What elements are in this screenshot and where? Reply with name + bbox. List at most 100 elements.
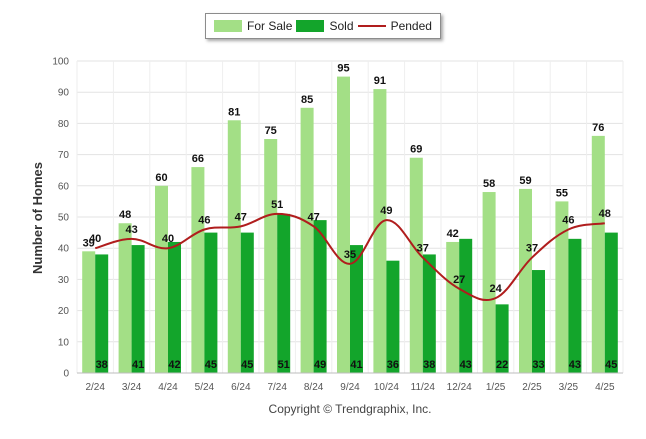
bar-for-sale [264,139,278,373]
y-tick-label: 50 [58,213,70,224]
data-label-for-sale: 76 [592,122,604,134]
data-label-sold: 22 [496,359,508,371]
y-tick-label: 20 [58,306,70,317]
data-label-pended: 35 [344,249,356,261]
bar-for-sale [409,157,423,373]
legend-item-sold[interactable]: Sold [296,19,354,33]
data-label-pended: 40 [89,233,101,245]
data-label-pended: 46 [198,214,210,226]
data-label-sold: 38 [96,359,108,371]
x-tick-label: 3/25 [559,382,579,393]
bar-sold [422,254,436,373]
data-label-sold: 41 [132,359,144,371]
legend-label-pended: Pended [390,19,432,33]
y-tick-label: 10 [58,337,70,348]
y-tick-label: 90 [58,88,70,99]
y-tick-label: 30 [58,275,70,286]
x-tick-label: 3/24 [122,382,142,393]
data-label-for-sale: 85 [301,94,313,106]
data-label-pended: 47 [307,211,319,223]
legend-item-pended[interactable]: Pended [357,19,432,33]
data-label-for-sale: 59 [519,175,531,187]
bar-for-sale [446,241,460,373]
x-tick-label: 1/25 [486,382,506,393]
data-label-for-sale: 60 [155,172,167,184]
data-label-sold: 43 [569,359,581,371]
bar-for-sale [519,188,532,373]
x-tick-label: 7/24 [267,382,287,393]
bar-for-sale [555,201,569,373]
y-tick-label: 70 [58,150,70,161]
bar-sold [95,254,109,373]
x-tick-label: 12/24 [447,382,472,393]
data-label-sold: 36 [387,359,399,371]
bar-for-sale [373,89,387,373]
data-label-pended: 43 [125,224,137,236]
y-tick-label: 40 [58,244,70,255]
x-tick-label: 4/24 [158,382,178,393]
data-label-for-sale: 69 [410,144,422,156]
line-layer [94,212,605,302]
bar-sold [240,232,254,373]
bar-for-sale [155,185,168,373]
data-label-for-sale: 81 [228,106,240,118]
data-label-for-sale: 42 [447,228,459,240]
data-label-pended: 47 [235,211,247,223]
data-label-pended: 37 [526,243,538,255]
bar-sold [168,241,181,373]
data-label-for-sale: 58 [483,178,495,190]
data-label-pended: 49 [380,205,392,217]
bar-sold [459,238,473,373]
bar-for-sale [300,107,314,374]
x-tick-label: 2/24 [85,382,105,393]
bar-sold [568,238,582,373]
bar-sold [386,260,400,373]
bar-sold [495,304,509,373]
pended-series-line [94,212,605,302]
bar-sold [277,213,291,373]
bar-for-sale [191,167,205,373]
bar-for-sale [82,251,96,373]
x-tick-label: 10/24 [374,382,399,393]
bar-for-sale [227,120,241,373]
legend-label-for-sale: For Sale [247,19,293,33]
y-axis-title: Number of Homes [30,162,45,274]
data-label-sold: 51 [278,359,290,371]
x-tick-label: 8/24 [304,382,324,393]
x-tick-label: 11/24 [411,382,436,393]
y-tick-label: 100 [52,57,69,68]
label-layer: 39 38 48 41 60 42 66 45 81 45 75 51 85 49 95 41 91 36 69 38… [83,63,618,371]
data-label-for-sale: 75 [265,125,277,137]
bar-sold [204,232,218,373]
legend-item-for-sale[interactable]: For Sale [214,19,292,33]
data-label-sold: 42 [168,359,180,371]
data-label-pended: 46 [562,214,574,226]
legend: For Sale Sold Pended [205,13,441,39]
data-label-for-sale: 39 [83,237,95,249]
bar-sold [131,245,145,373]
data-label-for-sale: 66 [192,153,204,165]
data-label-pended: 51 [271,199,283,211]
bar-for-sale [482,192,496,373]
data-label-sold: 45 [605,359,617,371]
data-label-pended: 37 [417,243,429,255]
bar-for-sale [591,135,605,373]
pended-swatch [357,25,386,27]
data-label-pended: 24 [489,283,502,295]
data-label-pended: 40 [162,233,174,245]
x-tick-label: 2/25 [522,382,542,393]
for-sale-swatch [214,20,243,32]
data-label-sold: 45 [241,359,253,371]
y-tick-label: 0 [63,369,69,380]
bar-sold [532,270,545,373]
y-tick-label: 60 [58,181,70,192]
bar-for-sale [118,223,132,373]
data-label-pended: 27 [453,274,465,286]
data-label-pended: 48 [599,208,611,220]
data-label-sold: 41 [350,359,362,371]
data-label-sold: 43 [460,359,472,371]
bar-layer [82,76,618,374]
data-label-sold: 33 [532,359,544,371]
